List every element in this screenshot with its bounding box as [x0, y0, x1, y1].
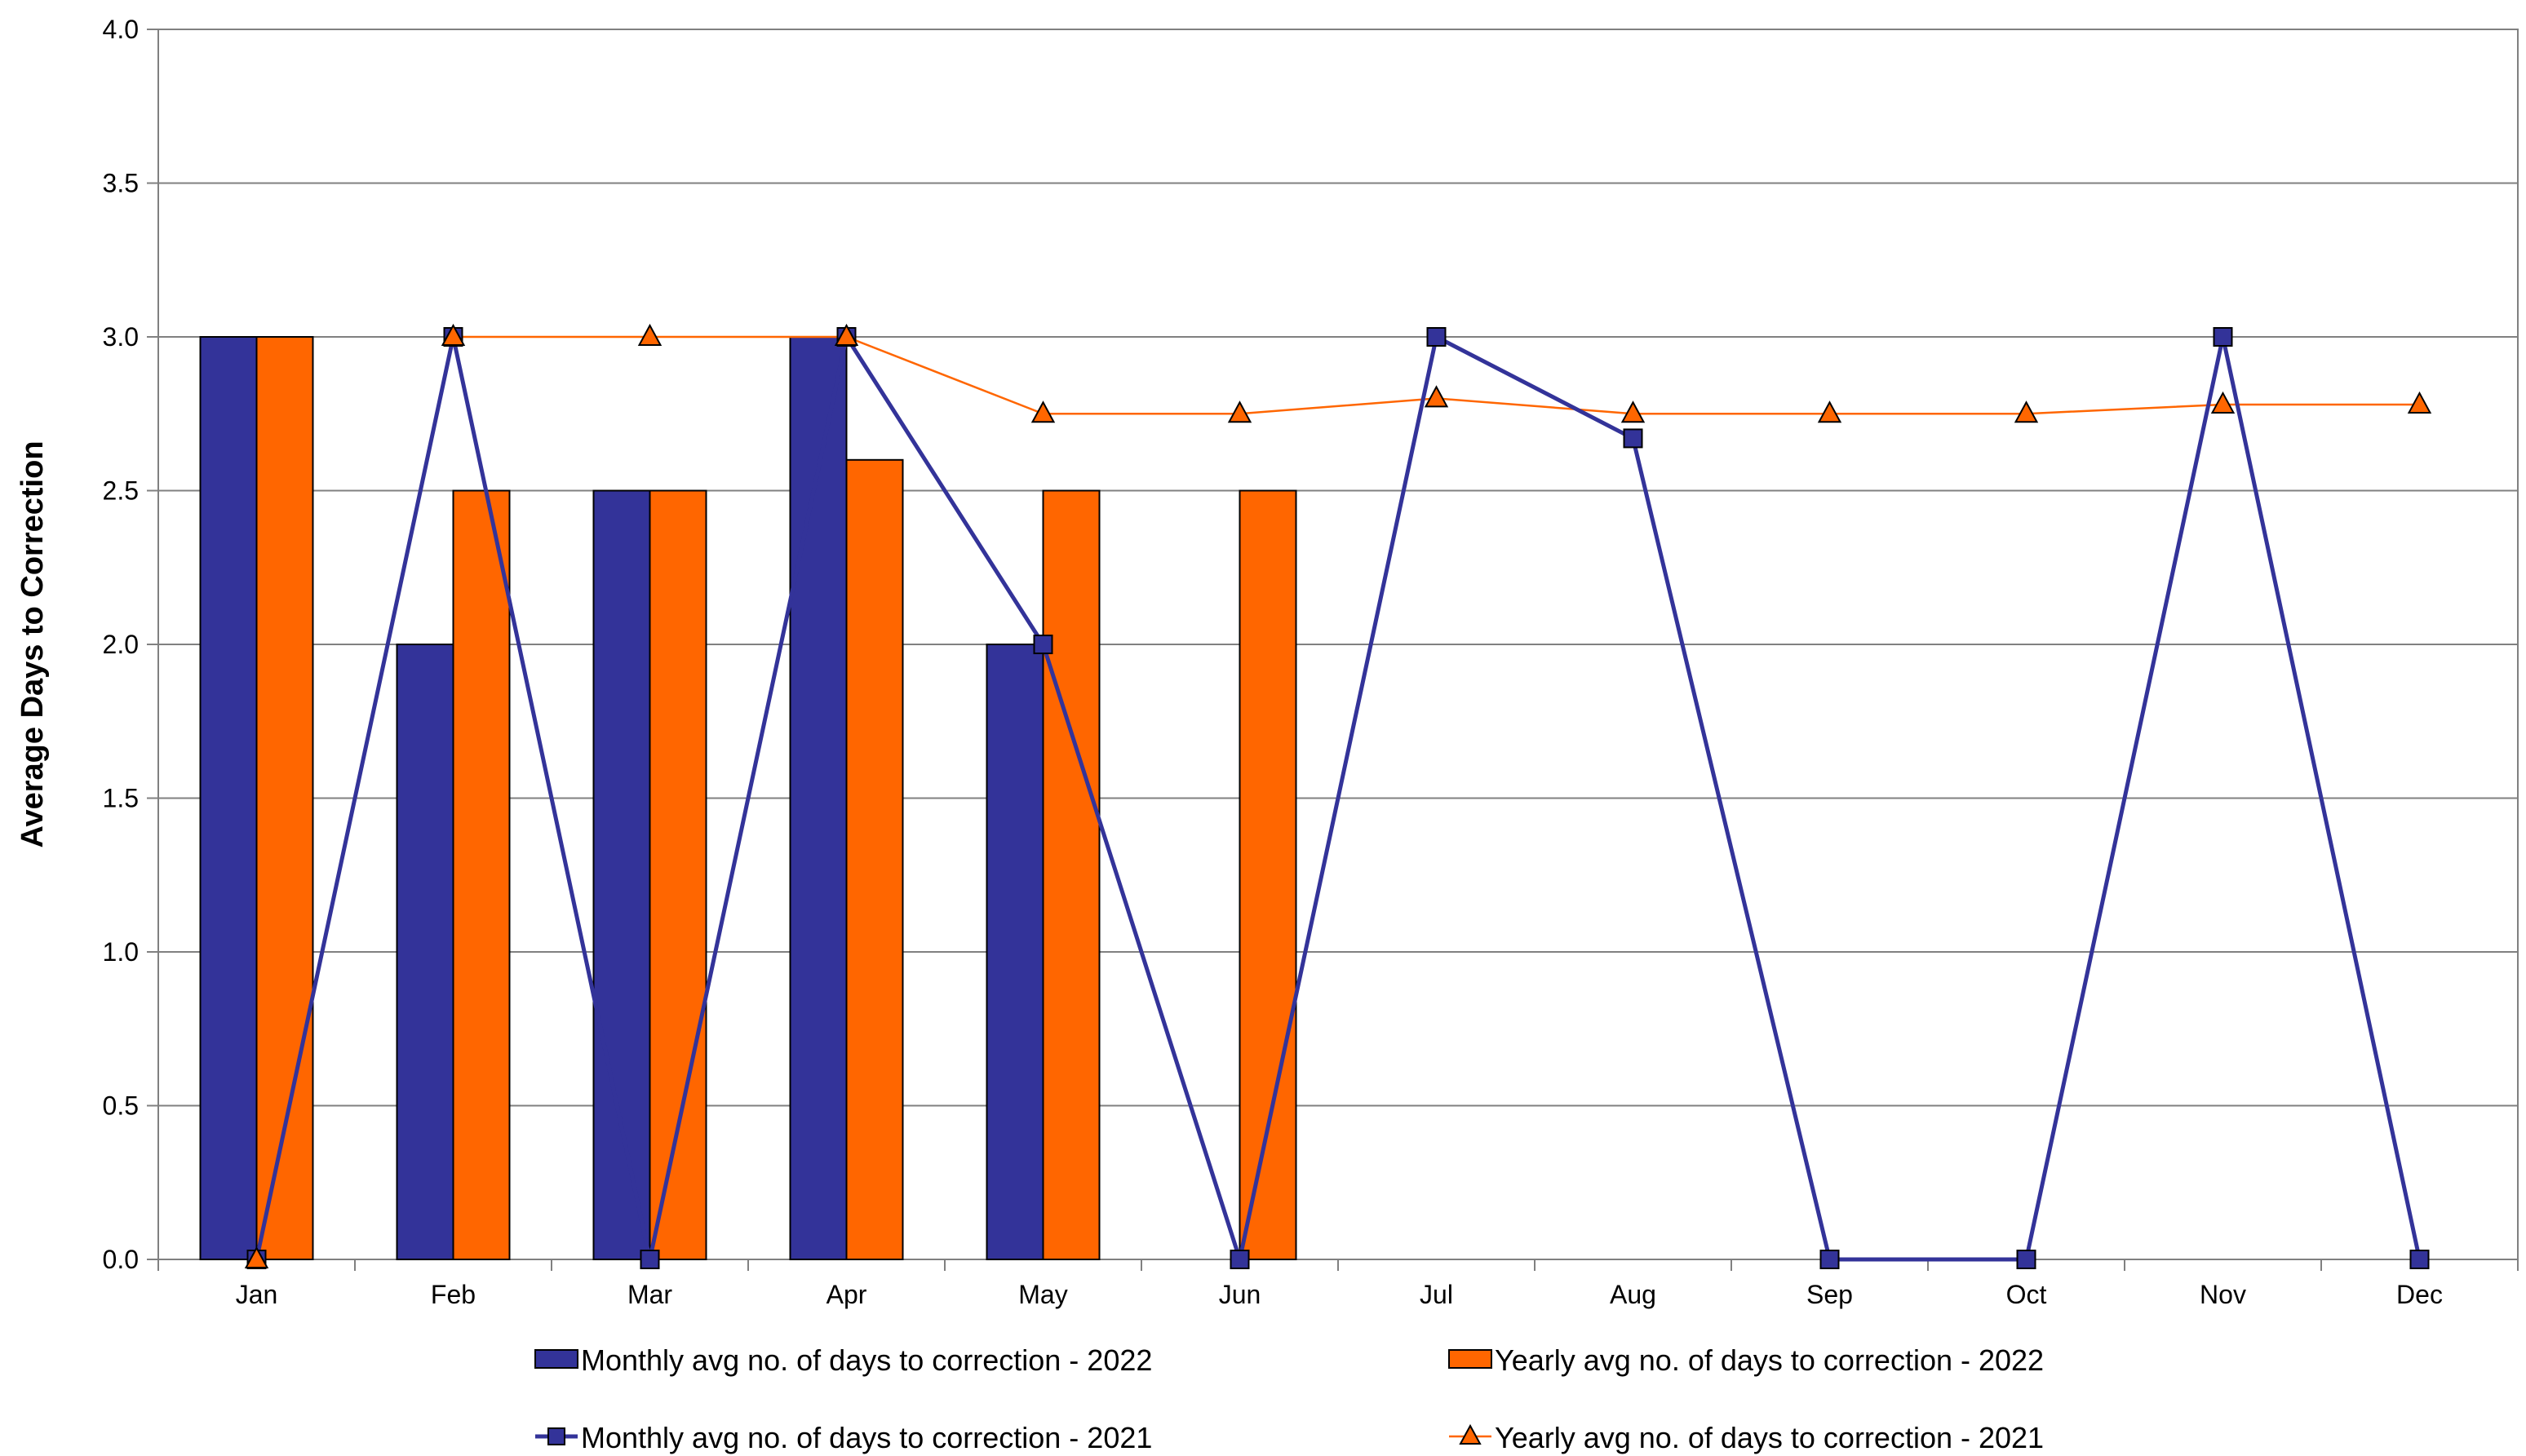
x-tick-label: Jul	[1420, 1280, 1453, 1309]
triangle-marker	[1424, 385, 1449, 408]
square-marker	[2409, 1250, 2430, 1269]
legend-swatch	[1448, 1349, 1492, 1369]
x-axis: Jan Feb Mar Apr May Jun Jul Aug Sep Oct Nov Dec	[157, 1259, 2519, 1309]
triangle-marker	[637, 323, 663, 346]
legend-marker	[1459, 1423, 1482, 1445]
triangle-marker	[244, 1246, 269, 1268]
y-tick-label: 2.0	[103, 630, 139, 659]
bar	[255, 336, 314, 1260]
x-tick-label: Mar	[627, 1280, 672, 1309]
y-tick-label: 3.0	[103, 322, 139, 352]
square-marker	[1623, 428, 1643, 449]
series-line	[255, 335, 2420, 1260]
y-axis: 0.0 0.5 1.0 1.5 2.0 2.5 3.0 3.5 4.0	[103, 15, 159, 1274]
x-tick-label: Nov	[2200, 1280, 2246, 1309]
x-tick-label: Jan	[236, 1280, 278, 1309]
triangle-marker	[1620, 401, 1646, 423]
x-tick-label: May	[1018, 1280, 1067, 1309]
legend-label: Yearly avg no. of days to correction - 2…	[1495, 1343, 2044, 1377]
legend: Monthly avg no. of days to correction - …	[534, 1343, 2044, 1454]
x-tick-label: Sep	[1806, 1280, 1853, 1309]
bar	[592, 489, 651, 1260]
square-marker	[1230, 1250, 1250, 1269]
triangle-marker	[2407, 391, 2432, 414]
bar	[845, 458, 904, 1260]
x-tick-label: Oct	[2006, 1280, 2047, 1309]
triangle-marker	[441, 323, 466, 346]
square-marker	[640, 1250, 660, 1269]
legend-swatch	[534, 1349, 578, 1369]
triangle-marker	[1030, 401, 1056, 423]
line-series	[244, 323, 2432, 1269]
square-marker	[2016, 1250, 2036, 1269]
triangle-marker	[1227, 401, 1252, 423]
square-marker	[1033, 635, 1053, 654]
triangle-marker	[2210, 391, 2236, 414]
bar	[452, 489, 511, 1260]
y-tick-label: 1.0	[103, 937, 139, 967]
y-tick-label: 0.5	[103, 1091, 139, 1121]
square-marker	[1819, 1250, 1840, 1269]
y-tick-label: 0.0	[103, 1245, 139, 1274]
y-axis-title: Average Days to Correction	[16, 440, 50, 847]
legend-label: Monthly avg no. of days to correction - …	[581, 1343, 1152, 1377]
y-tick-label: 2.5	[103, 476, 139, 506]
legend-marker	[547, 1427, 565, 1445]
bar	[649, 489, 707, 1260]
triangle-marker	[1817, 401, 1842, 423]
bar	[396, 644, 454, 1260]
x-tick-label: Apr	[826, 1280, 867, 1309]
x-tick-label: Feb	[431, 1280, 476, 1309]
bar	[986, 644, 1044, 1260]
x-tick-label: Jun	[1219, 1280, 1261, 1309]
y-tick-label: 1.5	[103, 784, 139, 813]
triangle-marker	[2014, 401, 2039, 423]
gridlines	[158, 29, 2518, 1107]
y-tick-label: 3.5	[103, 169, 139, 198]
bar	[1042, 489, 1101, 1260]
series-line	[255, 331, 2422, 1268]
bar	[1239, 489, 1297, 1260]
legend-label: Yearly avg no. of days to correction - 2…	[1495, 1421, 2044, 1454]
legend-label: Monthly avg no. of days to correction - …	[581, 1421, 1152, 1454]
bar	[789, 336, 848, 1260]
square-marker	[1426, 327, 1447, 347]
y-tick-label: 4.0	[103, 15, 139, 44]
x-tick-label: Dec	[2396, 1280, 2443, 1309]
triangle-marker	[834, 323, 859, 346]
bar	[199, 336, 258, 1260]
x-tick-label: Aug	[1610, 1280, 1656, 1309]
square-marker	[2213, 327, 2233, 347]
